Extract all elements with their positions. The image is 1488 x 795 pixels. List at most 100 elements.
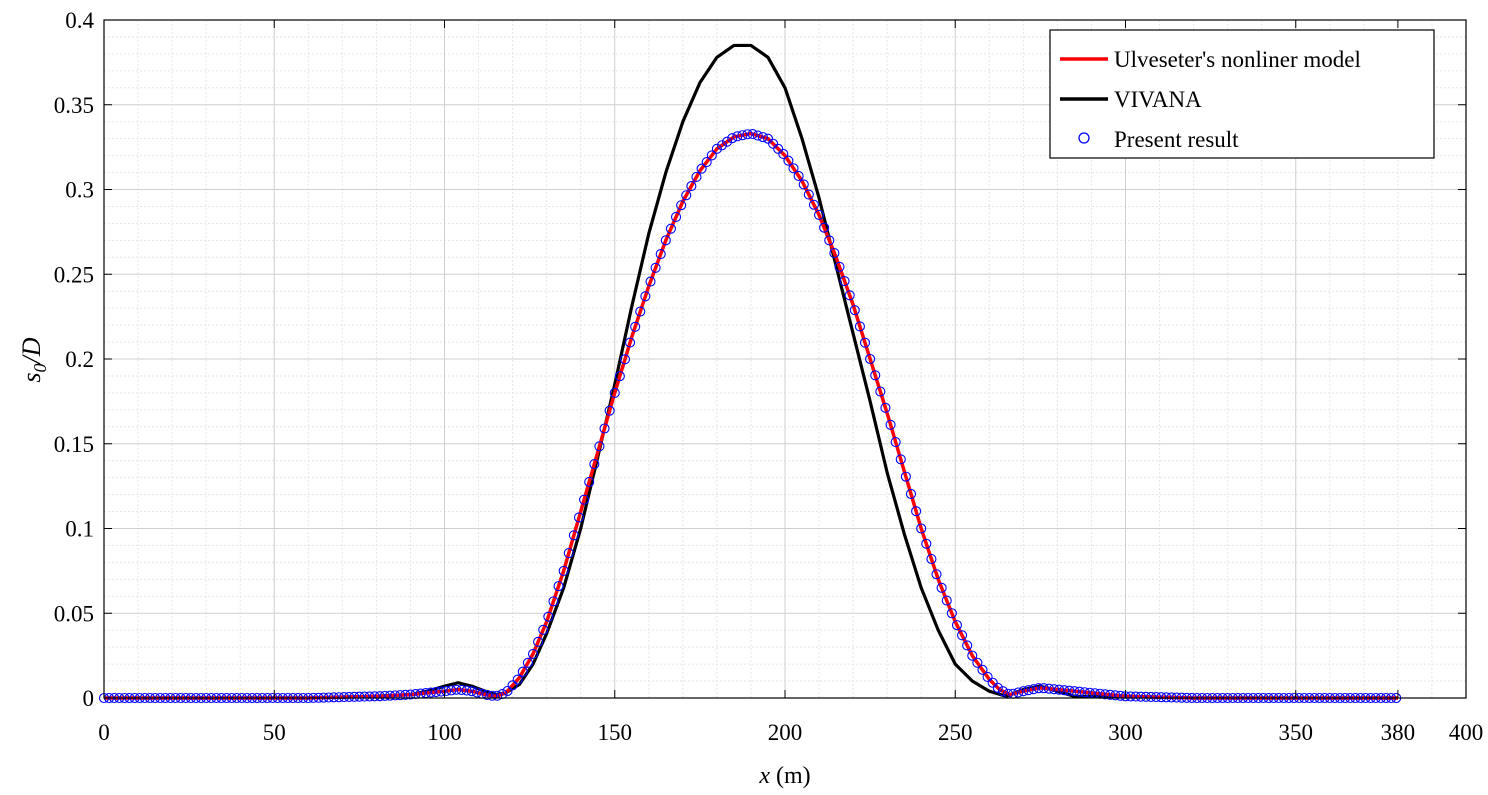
present-result-point [951,620,963,631]
present-result-point [1054,684,1065,695]
present-result-point [900,471,911,482]
present-result-point [558,565,569,576]
y-tick-label: 0.25 [54,262,94,287]
present-result-point [905,488,917,499]
present-result-point [645,276,656,287]
present-result-point [589,459,600,470]
present-result-point [1135,691,1146,702]
present-result-point [1079,687,1090,698]
x-axis-label-unit: (m) [770,763,811,789]
present-result-point [568,530,579,541]
present-result-point [742,129,753,140]
present-result-point [660,235,671,246]
y-axis-label-rest: /D [17,337,46,365]
present-result-point [716,140,728,151]
present-result-point [650,262,661,273]
present-result-point [752,130,763,141]
present-result-point [543,611,554,622]
present-result-point [865,353,876,365]
present-result-point [374,691,385,702]
y-tick-label: 0.35 [54,93,94,118]
present-result-point [461,685,472,696]
present-result-point [655,249,666,260]
x-axis-label: x (m) [758,763,810,789]
present-result-point [1043,683,1054,694]
x-tick-labels: 0 50 100 150 200 250 300 350 380 400 [98,720,1483,745]
present-result-point [538,624,549,635]
present-result-point [747,129,758,140]
y-axis-label-sub: 0 [30,363,50,372]
present-result-point [783,155,794,166]
present-result-point [875,386,886,397]
present-result-point [992,682,1003,693]
present-result-point [997,686,1008,697]
present-result-point [482,689,493,700]
x-tick-label: 100 [427,720,462,745]
present-result-point [1110,690,1121,701]
present-result-point [425,687,436,698]
present-result-point [681,190,692,201]
present-result-point [849,305,860,316]
present-result-point [911,506,922,517]
present-result-point [584,476,595,487]
x-tick-label: 50 [263,720,286,745]
series-layer [98,43,1402,704]
present-result-point [563,548,574,559]
present-result-point [762,133,774,144]
present-result-point [798,179,809,190]
present-result-point [635,306,646,317]
present-result-point [859,337,871,348]
present-result-point [778,148,789,159]
legend-swatch-present [1078,132,1090,144]
present-result-point [803,189,814,200]
present-result-point [936,582,947,593]
present-result-point [1161,692,1172,703]
present-result-point [338,692,350,703]
present-result-point [548,596,559,607]
legend-label-present: Present result [1114,127,1239,152]
present-result-point [384,690,396,701]
present-result-point [701,156,712,168]
present-result-point [957,630,968,641]
present-result-point [691,171,702,183]
present-result-point [844,290,855,301]
present-result-point [466,686,477,697]
present-result-point [614,371,625,382]
present-result-point [507,680,518,691]
y-axis-label: s0/D [17,337,50,382]
y-axis-label-main: s [17,372,46,382]
present-result-point [686,181,697,192]
present-result-point [665,223,676,234]
present-result-point [1140,691,1151,702]
x-tick-label: 350 [1279,720,1314,745]
present-result-point [471,687,482,698]
y-tick-label: 0.2 [65,347,94,372]
x-tick-label: 200 [768,720,803,745]
present-result-point [609,387,620,398]
y-tick-labels: 0 0.05 0.1 0.15 0.2 0.25 0.3 0.35 0.4 [54,8,95,711]
present-result-point [676,200,687,211]
present-result-point [1028,684,1039,695]
present-result-point [492,690,503,701]
present-result-point [359,691,370,702]
present-result-point [773,143,784,154]
present-result-point [768,138,779,149]
present-result-point [1115,690,1126,701]
present-result-point [880,402,891,413]
y-tick-label: 0.1 [65,517,94,542]
present-result-point [604,405,615,416]
x-tick-label: 150 [598,720,633,745]
present-result-point [808,199,819,210]
present-result-point [487,690,498,701]
x-tick-label: 380 [1381,720,1416,745]
present-result-point [834,261,845,272]
present-result-point [630,321,641,332]
present-result-point [819,222,830,233]
present-result-point [553,581,564,592]
present-result-point [1156,692,1167,703]
present-result-point [670,211,682,223]
present-result-point [793,170,804,181]
present-result-point [1069,686,1080,697]
present-result-point [446,685,457,696]
legend-box [1049,29,1435,159]
